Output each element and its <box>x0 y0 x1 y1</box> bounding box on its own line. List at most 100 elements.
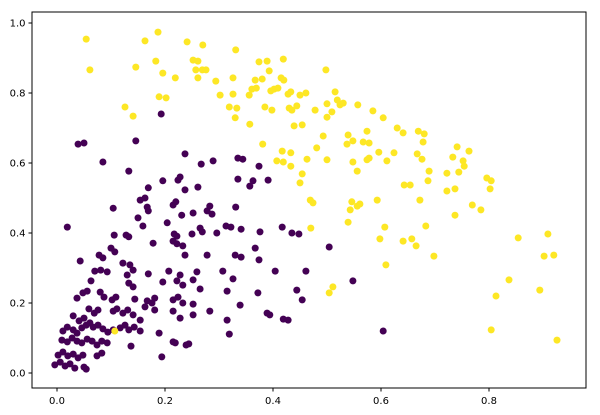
scatter-point-cluster-purple <box>103 268 111 276</box>
scatter-point-cluster-yellow <box>412 242 420 250</box>
scatter-point-cluster-yellow <box>465 147 473 155</box>
scatter-point-cluster-purple <box>298 296 306 304</box>
scatter-point-cluster-purple <box>79 351 87 359</box>
scatter-point-cluster-purple <box>121 321 129 329</box>
y-tick-label: 1.0 <box>10 19 26 30</box>
scatter-point-cluster-purple <box>80 314 88 322</box>
scatter-point-cluster-purple <box>206 202 214 210</box>
scatter-point-cluster-purple <box>193 268 201 276</box>
scatter-point-cluster-purple <box>225 330 233 338</box>
scatter-point-cluster-purple <box>136 316 144 324</box>
scatter-point-cluster-yellow <box>329 283 337 291</box>
scatter-point-cluster-purple <box>74 140 82 148</box>
scatter-point-cluster-purple <box>197 160 205 168</box>
scatter-point-cluster-purple <box>174 293 182 301</box>
scatter-point-cluster-yellow <box>399 129 407 137</box>
scatter-point-cluster-yellow <box>279 158 287 166</box>
scatter-point-cluster-yellow <box>255 58 263 66</box>
scatter-point-cluster-purple <box>179 281 187 289</box>
scatter-point-cluster-yellow <box>259 140 267 148</box>
scatter-point-cluster-yellow <box>354 101 362 109</box>
scatter-point-cluster-purple <box>176 173 184 181</box>
scatter-point-cluster-yellow <box>349 137 357 145</box>
scatter-point-cluster-yellow <box>212 77 220 85</box>
scatter-point-cluster-yellow <box>162 94 170 102</box>
scatter-point-cluster-purple <box>63 338 71 346</box>
scatter-point-cluster-purple <box>125 167 133 175</box>
scatter-point-cluster-yellow <box>390 149 398 157</box>
scatter-point-cluster-yellow <box>419 138 427 146</box>
scatter-point-cluster-yellow <box>356 200 364 208</box>
scatter-point-cluster-yellow <box>296 179 304 187</box>
scatter-point-cluster-yellow <box>346 206 354 214</box>
scatter-point-cluster-yellow <box>293 102 301 110</box>
scatter-point-cluster-purple <box>91 267 99 275</box>
scatter-point-cluster-purple <box>157 110 165 118</box>
scatter-point-cluster-yellow <box>468 201 476 209</box>
scatter-point-cluster-purple <box>203 251 211 259</box>
scatter-point-cluster-purple <box>113 305 121 313</box>
scatter-point-cluster-purple <box>98 349 106 357</box>
scatter-point-cluster-purple <box>227 223 235 231</box>
scatter-point-cluster-purple <box>51 361 59 369</box>
scatter-point-cluster-purple <box>96 288 104 296</box>
scatter-point-cluster-yellow <box>245 91 253 99</box>
scatter-point-cluster-purple <box>181 150 189 158</box>
scatter-point-cluster-purple <box>185 340 193 348</box>
scatter-point-cluster-purple <box>141 194 149 202</box>
scatter-point-cluster-yellow <box>274 84 282 92</box>
scatter-point-cluster-yellow <box>121 103 129 111</box>
scatter-point-cluster-purple <box>144 184 152 192</box>
scatter-point-cluster-purple <box>136 327 144 335</box>
scatter-point-cluster-purple <box>159 177 167 185</box>
scatter-point-cluster-yellow <box>451 211 459 219</box>
scatter-point-cluster-purple <box>159 278 167 286</box>
scatter-point-cluster-purple <box>189 300 197 308</box>
y-tick-label: 0.4 <box>10 229 26 240</box>
scatter-point-cluster-yellow <box>154 28 162 36</box>
scatter-point-cluster-yellow <box>460 162 468 170</box>
scatter-point-cluster-yellow <box>430 252 438 260</box>
scatter-point-cluster-yellow <box>225 103 233 111</box>
scatter-point-cluster-yellow <box>408 235 416 243</box>
scatter-point-cluster-purple <box>302 267 310 275</box>
scatter-point-cluster-yellow <box>303 155 311 163</box>
scatter-point-cluster-yellow <box>323 156 331 164</box>
scatter-point-cluster-purple <box>129 311 137 319</box>
scatter-point-cluster-purple <box>236 301 244 309</box>
scatter-point-cluster-purple <box>130 323 138 331</box>
scatter-point-cluster-purple <box>94 321 102 329</box>
scatter-point-cluster-yellow <box>252 84 260 92</box>
scatter-point-cluster-purple <box>151 306 159 314</box>
scatter-point-cluster-purple <box>69 350 77 358</box>
scatter-point-cluster-yellow <box>265 67 273 75</box>
scatter-point-cluster-purple <box>293 286 301 294</box>
scatter-point-cluster-yellow <box>129 112 137 120</box>
scatter-point-cluster-yellow <box>455 168 463 176</box>
scatter-point-cluster-yellow <box>296 91 304 99</box>
scatter-point-cluster-yellow <box>309 199 317 207</box>
scatter-point-cluster-yellow <box>132 63 140 71</box>
scatter-point-cluster-yellow <box>246 120 254 128</box>
scatter-point-cluster-purple <box>176 314 184 322</box>
scatter-point-cluster-purple <box>158 353 166 361</box>
scatter-point-cluster-purple <box>171 339 179 347</box>
scatter-point-cluster-yellow <box>323 100 331 108</box>
scatter-point-cluster-yellow <box>280 76 288 84</box>
scatter-point-cluster-yellow <box>322 66 330 74</box>
scatter-point-cluster-yellow <box>383 157 391 165</box>
scatter-point-cluster-purple <box>104 328 112 336</box>
scatter-point-cluster-yellow <box>268 106 276 114</box>
scatter-point-cluster-yellow <box>331 88 339 96</box>
scatter-point-cluster-purple <box>124 306 132 314</box>
scatter-point-cluster-yellow <box>376 235 384 243</box>
y-tick-label: 0.8 <box>10 89 26 100</box>
x-tick-label: 0.4 <box>265 396 281 407</box>
scatter-point-cluster-yellow <box>373 196 381 204</box>
x-tick-label: 0.6 <box>373 396 389 407</box>
scatter-point-cluster-purple <box>155 329 163 337</box>
scatter-point-cluster-purple <box>288 229 296 237</box>
scatter-point-cluster-purple <box>111 248 119 256</box>
scatter-point-cluster-purple <box>229 275 237 283</box>
